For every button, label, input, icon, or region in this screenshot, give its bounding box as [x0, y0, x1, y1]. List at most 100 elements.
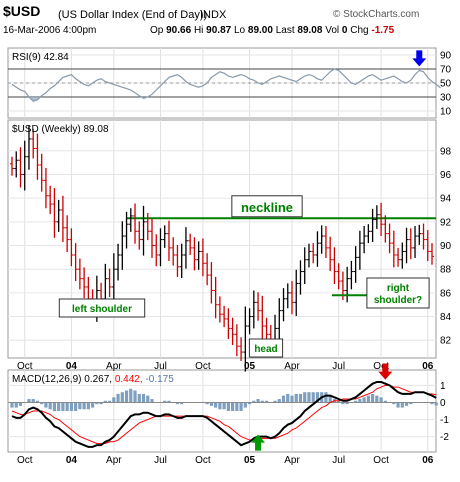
- price-bar: [285, 283, 290, 309]
- price-bar: [18, 147, 23, 188]
- macd-x-tick-label: Jul: [332, 455, 345, 466]
- price-bar: [175, 244, 180, 277]
- low-value: 89.00: [247, 25, 273, 36]
- price-bar: [82, 267, 87, 299]
- price-bar: [315, 231, 320, 267]
- macd-histogram-bar: [40, 402, 44, 405]
- price-bar: [10, 156, 14, 176]
- macd-histogram-bar: [277, 399, 281, 403]
- price-bar: [196, 241, 201, 270]
- price-bar: [328, 236, 333, 271]
- price-bar: [65, 215, 70, 253]
- price-bar: [230, 317, 235, 345]
- price-bar: [35, 133, 40, 180]
- macd-histogram-bar: [14, 402, 18, 408]
- price-x-tick-label: 06: [422, 361, 434, 372]
- price-bar: [391, 230, 396, 268]
- macd-x-tick-label: Apr: [284, 455, 300, 466]
- price-bar: [239, 337, 244, 361]
- macd-histogram-bar: [218, 402, 222, 410]
- price-x-tick-label: Oct: [195, 361, 211, 372]
- price-bar: [277, 298, 282, 341]
- macd-histogram-bar: [260, 400, 264, 403]
- price-tick-label: 90: [440, 241, 452, 252]
- price-bar: [425, 230, 430, 261]
- macd-legend-part: MACD(12,26,9): [12, 374, 84, 385]
- price-bar: [128, 208, 133, 232]
- macd-histogram-bar: [290, 395, 294, 403]
- price-x-tick-label: Apr: [284, 361, 300, 372]
- macd-histogram-bar: [124, 390, 129, 403]
- low-label: Lo: [233, 25, 246, 36]
- macd-histogram-bar: [298, 393, 303, 403]
- price-bar: [133, 203, 138, 244]
- price-bar: [387, 223, 392, 254]
- macd-histogram-bar: [146, 395, 150, 403]
- open-value: 90.66: [166, 25, 192, 36]
- quote-datetime: 16-Mar-2006 4:00pm: [3, 25, 97, 36]
- volume-label: Vol: [325, 25, 340, 36]
- price-bar: [60, 195, 65, 242]
- macd-histogram-bar: [383, 400, 387, 403]
- price-x-tick-label: Apr: [106, 361, 122, 372]
- price-bar: [226, 308, 231, 340]
- chart-symbol: $USD: [3, 3, 41, 19]
- macd-histogram-bar: [112, 397, 116, 403]
- price-legend: $USD (Weekly) 89.08: [12, 124, 109, 135]
- macd-histogram-bar: [430, 402, 434, 405]
- price-bar: [251, 290, 256, 329]
- price-bar: [73, 243, 78, 282]
- macd-histogram-bar: [82, 402, 86, 410]
- macd-legend: MACD(12,26,9) 0.267, 0.442, -0.175: [12, 374, 174, 385]
- price-bar: [290, 281, 294, 315]
- rsi-arrow-icon: [412, 50, 427, 67]
- price-tick-label: 82: [440, 336, 452, 347]
- macd-histogram-bar: [120, 392, 124, 403]
- price-bar: [192, 237, 197, 271]
- macd-panel: [7, 369, 437, 453]
- price-bar: [69, 228, 74, 267]
- price-bar: [183, 227, 188, 269]
- macd-histogram-bar: [44, 402, 48, 408]
- price-bar: [357, 230, 362, 270]
- price-tick-label: 94: [440, 194, 452, 205]
- price-bar: [400, 242, 405, 269]
- macd-histogram-bar: [107, 400, 112, 403]
- macd-histogram-bar: [99, 402, 103, 405]
- price-bar: [298, 260, 303, 295]
- macd-histogram-bar: [324, 392, 328, 403]
- price-bar: [260, 295, 265, 341]
- price-bar: [124, 211, 129, 249]
- price-bar: [362, 225, 367, 254]
- macd-legend-part: 0.267,: [84, 374, 115, 385]
- price-tick-label: 84: [440, 312, 452, 323]
- price-bar: [396, 247, 401, 267]
- head-label: head: [254, 344, 277, 355]
- price-tick-label: 86: [440, 288, 452, 299]
- price-bar: [222, 305, 227, 328]
- price-x-tick-label: Oct: [373, 361, 389, 372]
- price-bar: [116, 243, 121, 281]
- price-bar: [39, 153, 44, 192]
- price-bar: [430, 243, 434, 265]
- rsi-tick-label: 90: [440, 51, 452, 62]
- neckline-label-box: [231, 195, 303, 218]
- macd-histogram-bar: [163, 400, 167, 403]
- price-bar: [294, 269, 299, 316]
- macd-histogram-bar: [396, 402, 400, 408]
- price-bar: [323, 225, 328, 258]
- price-bar: [43, 167, 48, 209]
- macd-histogram-bar: [337, 400, 341, 403]
- macd-histogram-bar: [307, 392, 311, 403]
- price-x-tick-label: 04: [66, 361, 78, 372]
- macd-histogram-bar: [91, 402, 95, 408]
- price-x-tick-label: Oct: [17, 361, 33, 372]
- price-bar: [56, 199, 61, 232]
- price-bar: [31, 128, 36, 159]
- price-bar: [22, 140, 27, 191]
- price-bar: [264, 317, 269, 343]
- high-value: 90.87: [206, 25, 232, 36]
- macd-histogram-bar: [328, 395, 332, 403]
- price-bar: [243, 306, 248, 372]
- macd-signal-line: [11, 384, 437, 444]
